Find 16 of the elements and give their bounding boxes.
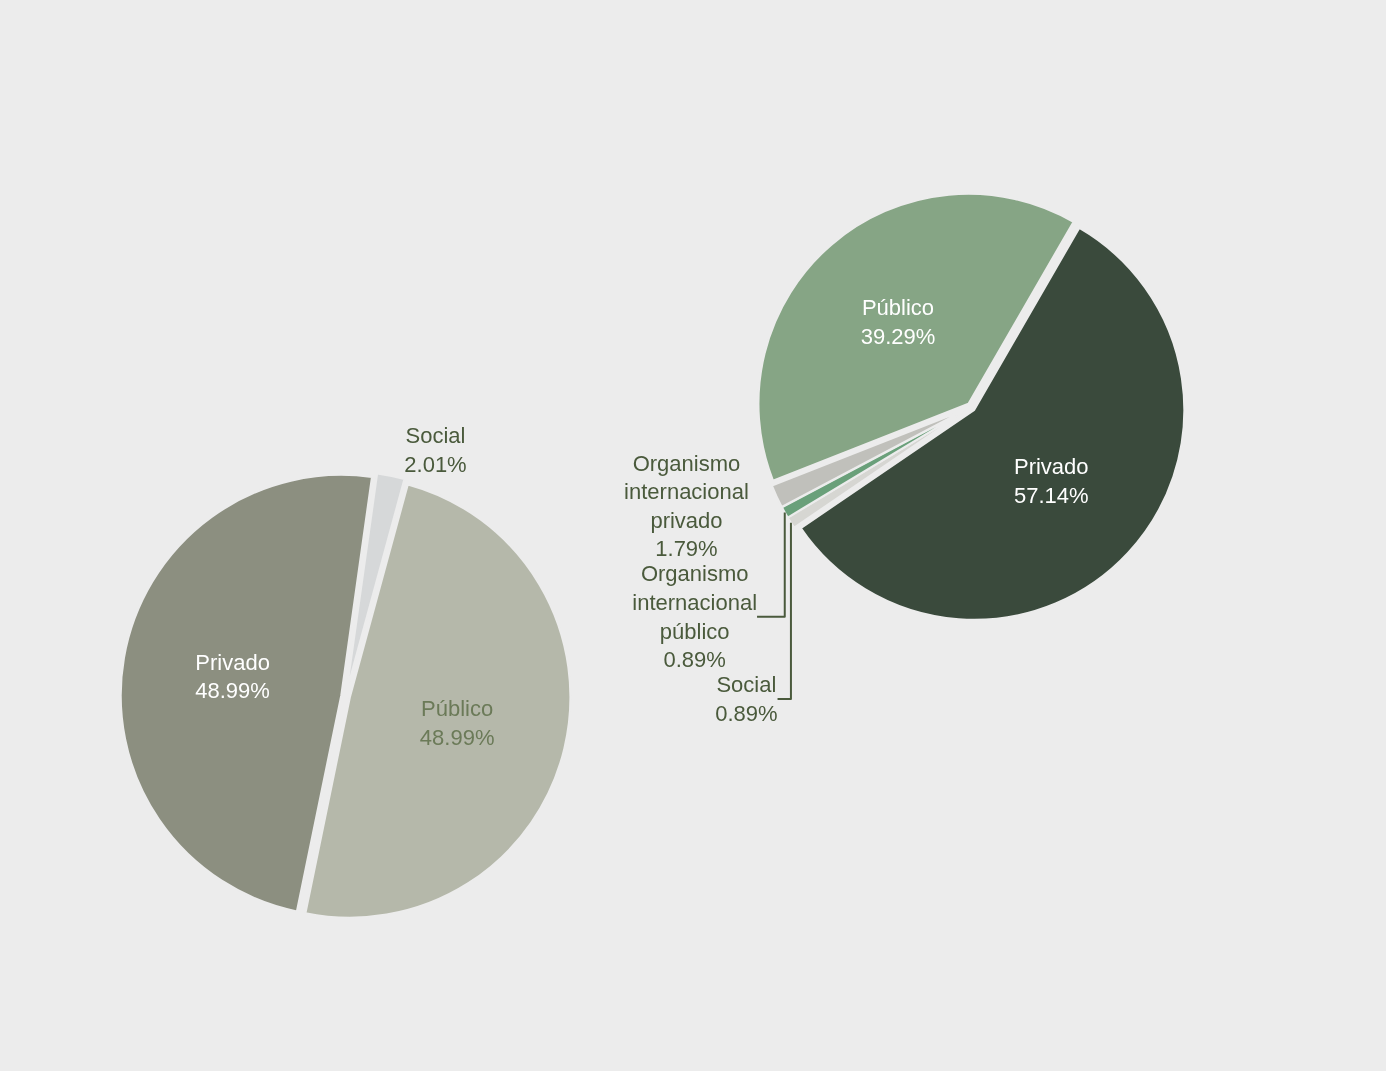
slice-label: Social — [405, 423, 466, 449]
slice-label: Privado — [195, 649, 270, 675]
data-label: 48.99% — [195, 678, 270, 704]
data-label: 0.89% — [663, 647, 726, 673]
slice-label: Público — [421, 695, 494, 721]
data-label: 57.14% — [1013, 483, 1089, 509]
data-label: 1.79% — [655, 536, 718, 562]
slice-label: Público — [861, 295, 935, 321]
slice-label: Social — [716, 672, 777, 698]
data-label: 39.29% — [860, 323, 936, 349]
data-label: 2.01% — [404, 451, 467, 477]
slice-label: Organismo internacional público — [632, 561, 758, 644]
slice-label: Privado — [1013, 454, 1089, 480]
data-label: 48.99% — [419, 724, 495, 750]
slice-label: Organismo internacional privado — [624, 450, 749, 533]
data-label: 0.89% — [715, 700, 778, 726]
